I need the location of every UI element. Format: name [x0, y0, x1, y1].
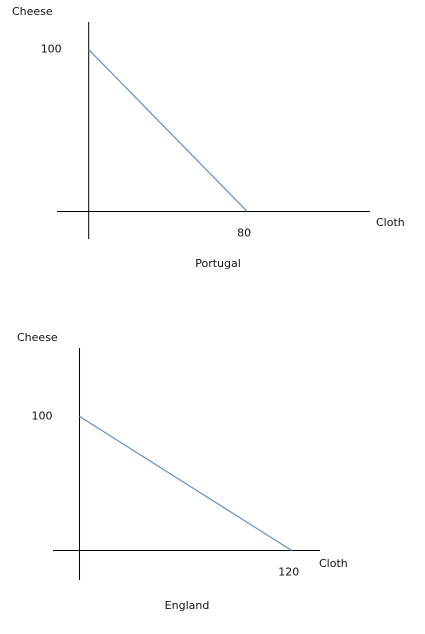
ppf-line — [79, 415, 293, 552]
x-tick-label: 80 — [237, 226, 251, 239]
ppf-line — [88, 49, 248, 212]
x-axis-label: Cloth — [319, 557, 348, 570]
y-tick-label: 100 — [32, 409, 53, 422]
y-axis-label: Cheese — [17, 331, 58, 344]
x-axis-label: Cloth — [376, 216, 405, 229]
chart-caption: Portugal — [195, 257, 241, 270]
y-axis-label: Cheese — [12, 5, 53, 18]
y-tick-label: 100 — [41, 43, 62, 56]
x-tick-label: 120 — [278, 565, 299, 578]
chart-caption: England — [165, 599, 210, 612]
